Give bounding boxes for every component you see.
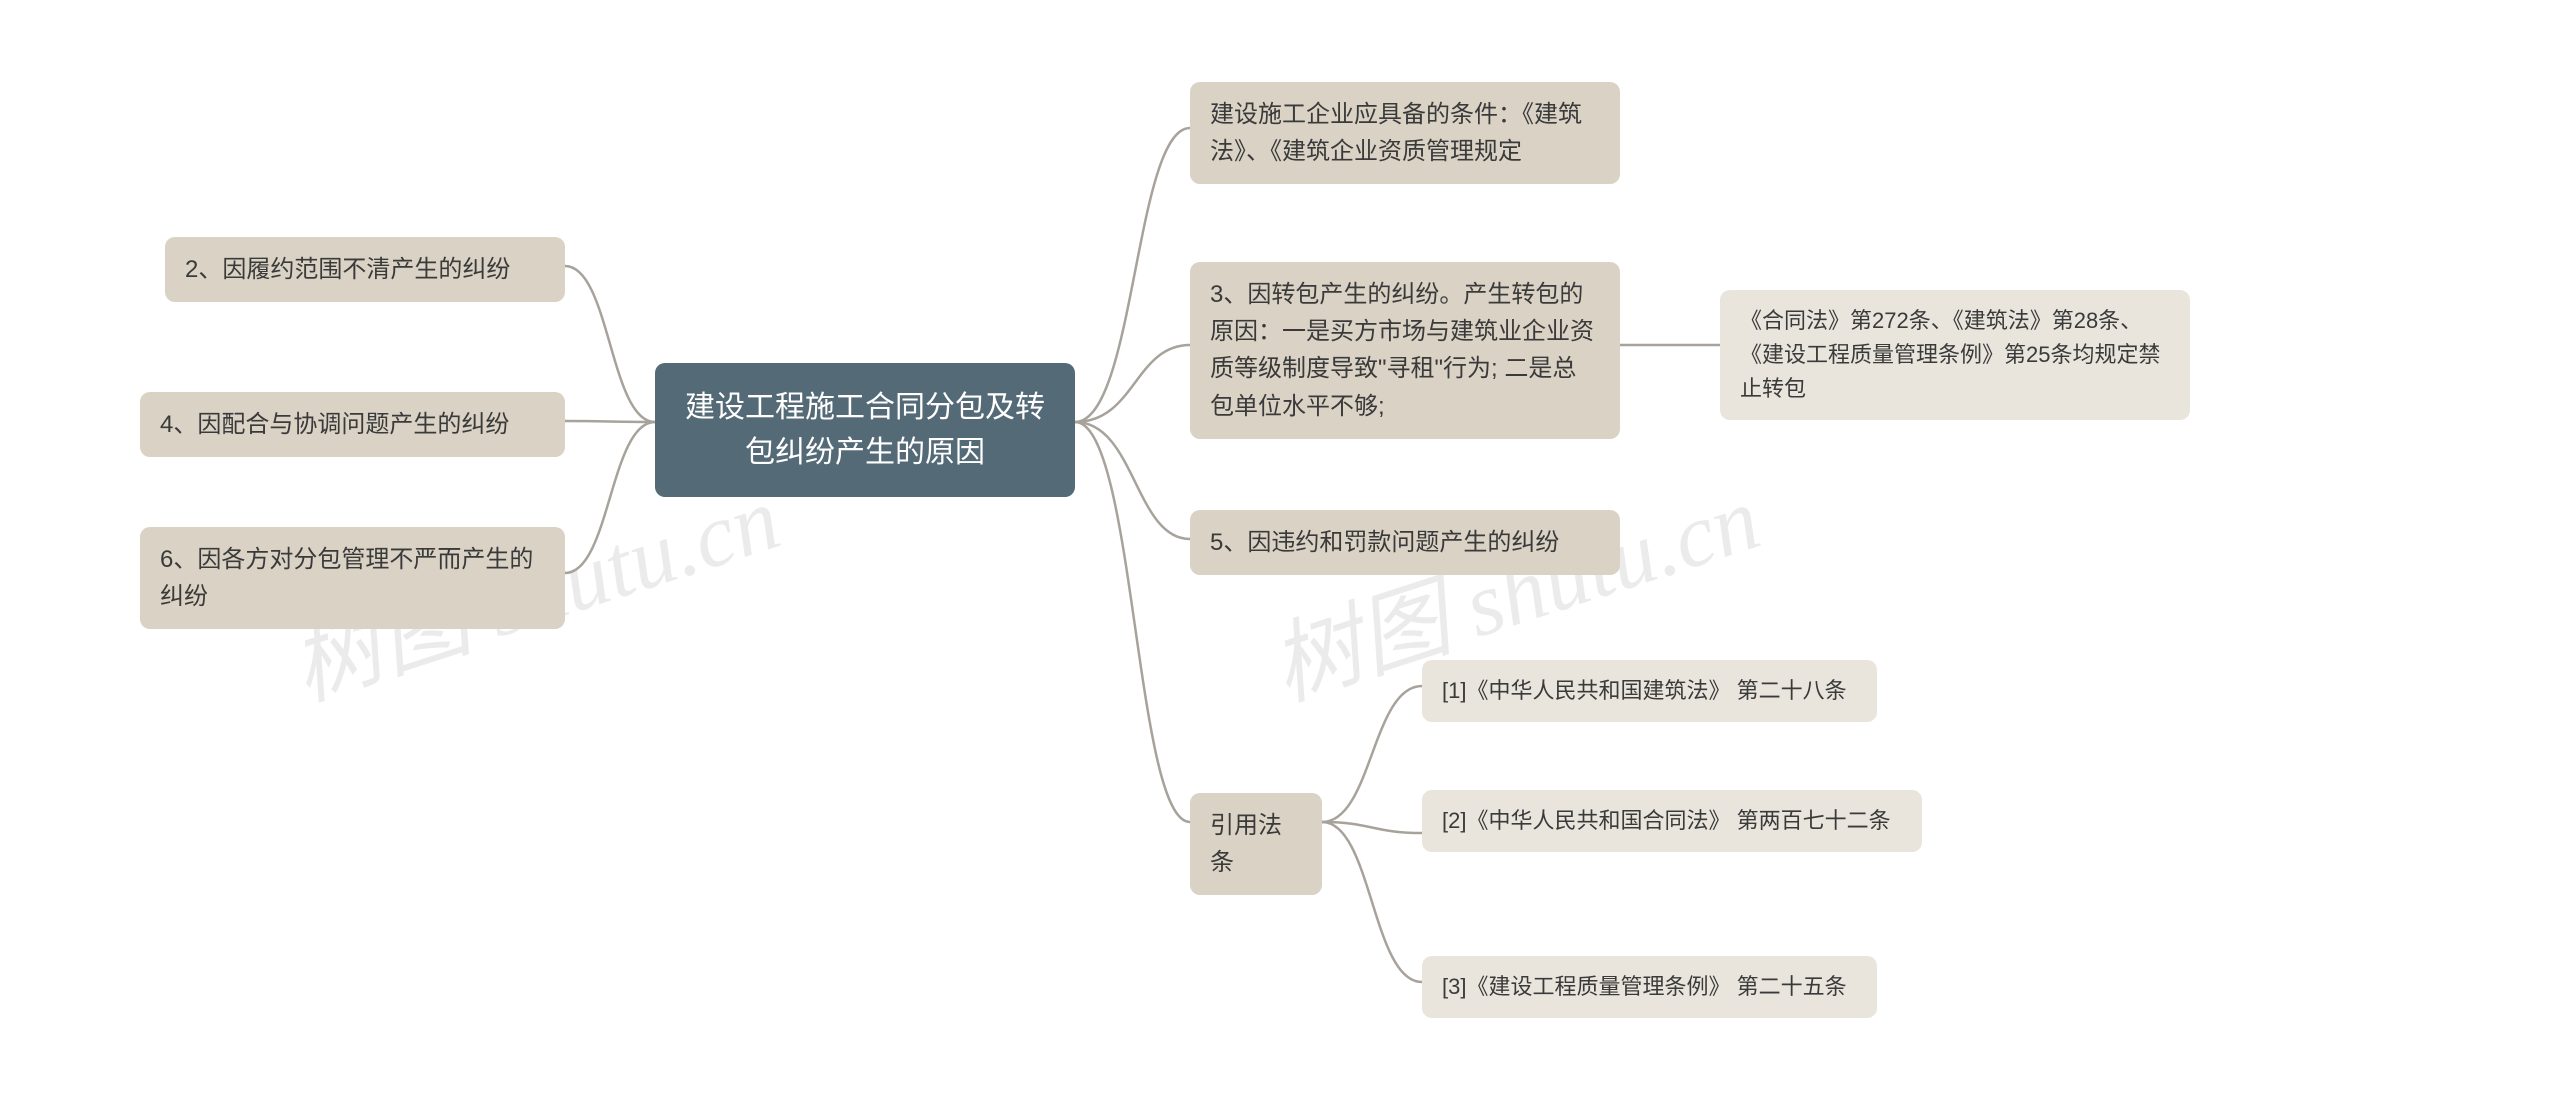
branch-left-2: 2、因履约范围不清产生的纠纷: [165, 237, 565, 302]
branch-label: 6、因各方对分包管理不严而产生的纠纷: [160, 546, 533, 610]
leaf-label: [2]《中华人民共和国合同法》 第两百七十二条: [1442, 808, 1891, 833]
branch-label: 引用法条: [1210, 812, 1282, 876]
leaf-ref2: [2]《中华人民共和国合同法》 第两百七十二条: [1422, 790, 1922, 852]
leaf-label: [1]《中华人民共和国建筑法》 第二十八条: [1442, 678, 1847, 703]
branch-label: 4、因配合与协调问题产生的纠纷: [160, 411, 509, 438]
branch-right-ref: 引用法条: [1190, 793, 1322, 895]
branch-left-4: 4、因配合与协调问题产生的纠纷: [140, 392, 565, 457]
leaf-ref1: [1]《中华人民共和国建筑法》 第二十八条: [1422, 660, 1877, 722]
leaf-label: [3]《建设工程质量管理条例》 第二十五条: [1442, 974, 1847, 999]
branch-right-1: 建设施工企业应具备的条件：《建筑法》、《建筑企业资质管理规定: [1190, 82, 1620, 184]
branch-left-6: 6、因各方对分包管理不严而产生的纠纷: [140, 527, 565, 629]
branch-right-3: 3、因转包产生的纠纷。产生转包的原因：一是买方市场与建筑业企业资质等级制度导致"…: [1190, 262, 1620, 439]
branch-label: 5、因违约和罚款问题产生的纠纷: [1210, 529, 1559, 556]
branch-label: 3、因转包产生的纠纷。产生转包的原因：一是买方市场与建筑业企业资质等级制度导致"…: [1210, 281, 1594, 420]
leaf-r3a: 《合同法》第272条、《建筑法》第28条、《建设工程质量管理条例》第25条均规定…: [1720, 290, 2190, 420]
branch-label: 建设施工企业应具备的条件：《建筑法》、《建筑企业资质管理规定: [1210, 101, 1582, 165]
root-node: 建设工程施工合同分包及转包纠纷产生的原因: [655, 363, 1075, 497]
branch-label: 2、因履约范围不清产生的纠纷: [185, 256, 510, 283]
branch-right-5: 5、因违约和罚款问题产生的纠纷: [1190, 510, 1620, 575]
root-label: 建设工程施工合同分包及转包纠纷产生的原因: [685, 391, 1045, 469]
leaf-ref3: [3]《建设工程质量管理条例》 第二十五条: [1422, 956, 1877, 1018]
leaf-label: 《合同法》第272条、《建筑法》第28条、《建设工程质量管理条例》第25条均规定…: [1740, 308, 2160, 401]
